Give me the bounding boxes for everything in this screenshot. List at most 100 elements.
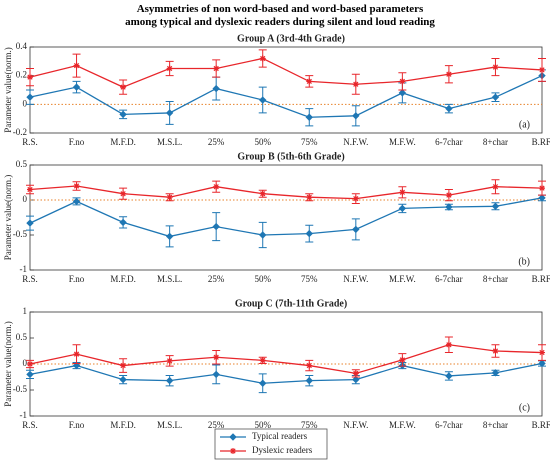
panel-title: Group B (5th-6th Grade) (237, 151, 344, 162)
x-tick-label: 75% (301, 420, 318, 430)
x-tick-label: N.F.W. (343, 420, 368, 430)
marker (538, 359, 546, 368)
marker (352, 370, 359, 377)
marker (212, 84, 220, 93)
y-tick-label: 0.4 (16, 41, 28, 51)
series-line (29, 344, 543, 375)
panel-title: Group C (7th-11th Grade) (235, 298, 347, 309)
marker (306, 194, 313, 201)
marker (539, 66, 545, 73)
marker (73, 351, 80, 358)
marker (399, 78, 406, 85)
marker (119, 218, 127, 227)
y-axis-label: Parameter value(norm.) (3, 321, 13, 406)
marker (213, 65, 220, 72)
marker (230, 448, 236, 454)
x-tick-label: 75% (301, 274, 318, 284)
x-tick-label: F.no (69, 137, 85, 147)
x-tick-label: M.F.D. (110, 420, 136, 430)
x-tick-label: M.S.L. (157, 137, 182, 147)
series-line (29, 75, 543, 118)
x-tick-label: R.S. (22, 274, 38, 284)
marker (259, 231, 267, 239)
marker (73, 62, 80, 69)
x-tick-label: 25% (208, 137, 225, 147)
x-tick-label: M.F.W. (389, 274, 416, 284)
marker (166, 357, 173, 364)
x-tick-label: N.F.W. (343, 137, 368, 147)
x-tick-label: M.S.L. (157, 420, 182, 430)
marker (305, 113, 313, 121)
marker (27, 74, 33, 81)
marker (352, 195, 359, 202)
marker (259, 379, 267, 387)
marker (306, 362, 313, 369)
marker (305, 376, 313, 385)
marker (398, 204, 407, 213)
x-tick-label: 6-7char (435, 420, 462, 430)
marker (352, 81, 359, 88)
marker (166, 194, 173, 201)
x-tick-label: 8+char (483, 420, 508, 430)
y-tick-label: 0 (23, 194, 28, 204)
marker (119, 375, 127, 384)
x-tick-label: F.no (69, 420, 85, 430)
marker (259, 357, 266, 364)
x-tick-label: 8+char (483, 274, 508, 284)
marker (491, 369, 500, 377)
marker (165, 376, 174, 385)
marker (26, 370, 34, 379)
series-line (29, 197, 543, 238)
legend-label: Typical readers (252, 431, 308, 441)
marker (26, 219, 34, 227)
marker (259, 55, 266, 62)
x-tick-label: F.no (69, 274, 85, 284)
legend-label: Dyslexic readers (252, 445, 313, 455)
panel-title: Group A (3rd-4th Grade) (237, 33, 345, 44)
series-line (29, 57, 543, 88)
x-tick-label: R.S. (22, 137, 38, 147)
y-axis-label: Parameter value(norm.) (3, 175, 13, 260)
x-tick-label: N.F.W. (343, 274, 368, 284)
marker (120, 84, 127, 91)
y-tick-label: 0.2 (16, 70, 27, 80)
marker (165, 109, 174, 117)
marker (491, 93, 500, 101)
marker (72, 83, 81, 91)
marker (539, 185, 545, 192)
marker (352, 375, 360, 384)
y-tick-label: -0.5 (13, 384, 28, 394)
y-tick-label: -0.2 (13, 127, 27, 137)
y-tick-label: -0.5 (13, 229, 28, 239)
marker (445, 341, 452, 348)
x-tick-label: B.RF. (532, 137, 550, 147)
y-tick-label: 0 (23, 358, 28, 368)
marker (229, 433, 237, 441)
x-tick-label: 8+char (483, 137, 508, 147)
x-tick-label: M.S.L. (157, 274, 182, 284)
x-tick-label: M.F.W. (389, 137, 416, 147)
marker (259, 190, 266, 197)
marker (352, 112, 360, 120)
x-tick-label: M.F.D. (110, 274, 136, 284)
marker (399, 356, 406, 363)
x-tick-label: 50% (254, 420, 271, 430)
marker (445, 203, 453, 211)
marker (27, 186, 33, 193)
marker (445, 372, 453, 380)
marker (305, 229, 313, 238)
marker (212, 222, 220, 231)
marker (120, 190, 127, 197)
y-tick-label: -1 (20, 264, 28, 274)
marker (212, 370, 220, 379)
marker (538, 194, 546, 202)
marker (72, 197, 81, 206)
marker (445, 192, 452, 199)
y-tick-label: 0.5 (16, 159, 28, 169)
marker (213, 183, 220, 190)
series-line (29, 362, 543, 384)
marker (492, 64, 499, 71)
plot-frame (29, 46, 543, 134)
y-tick-label: 0.5 (16, 332, 28, 342)
